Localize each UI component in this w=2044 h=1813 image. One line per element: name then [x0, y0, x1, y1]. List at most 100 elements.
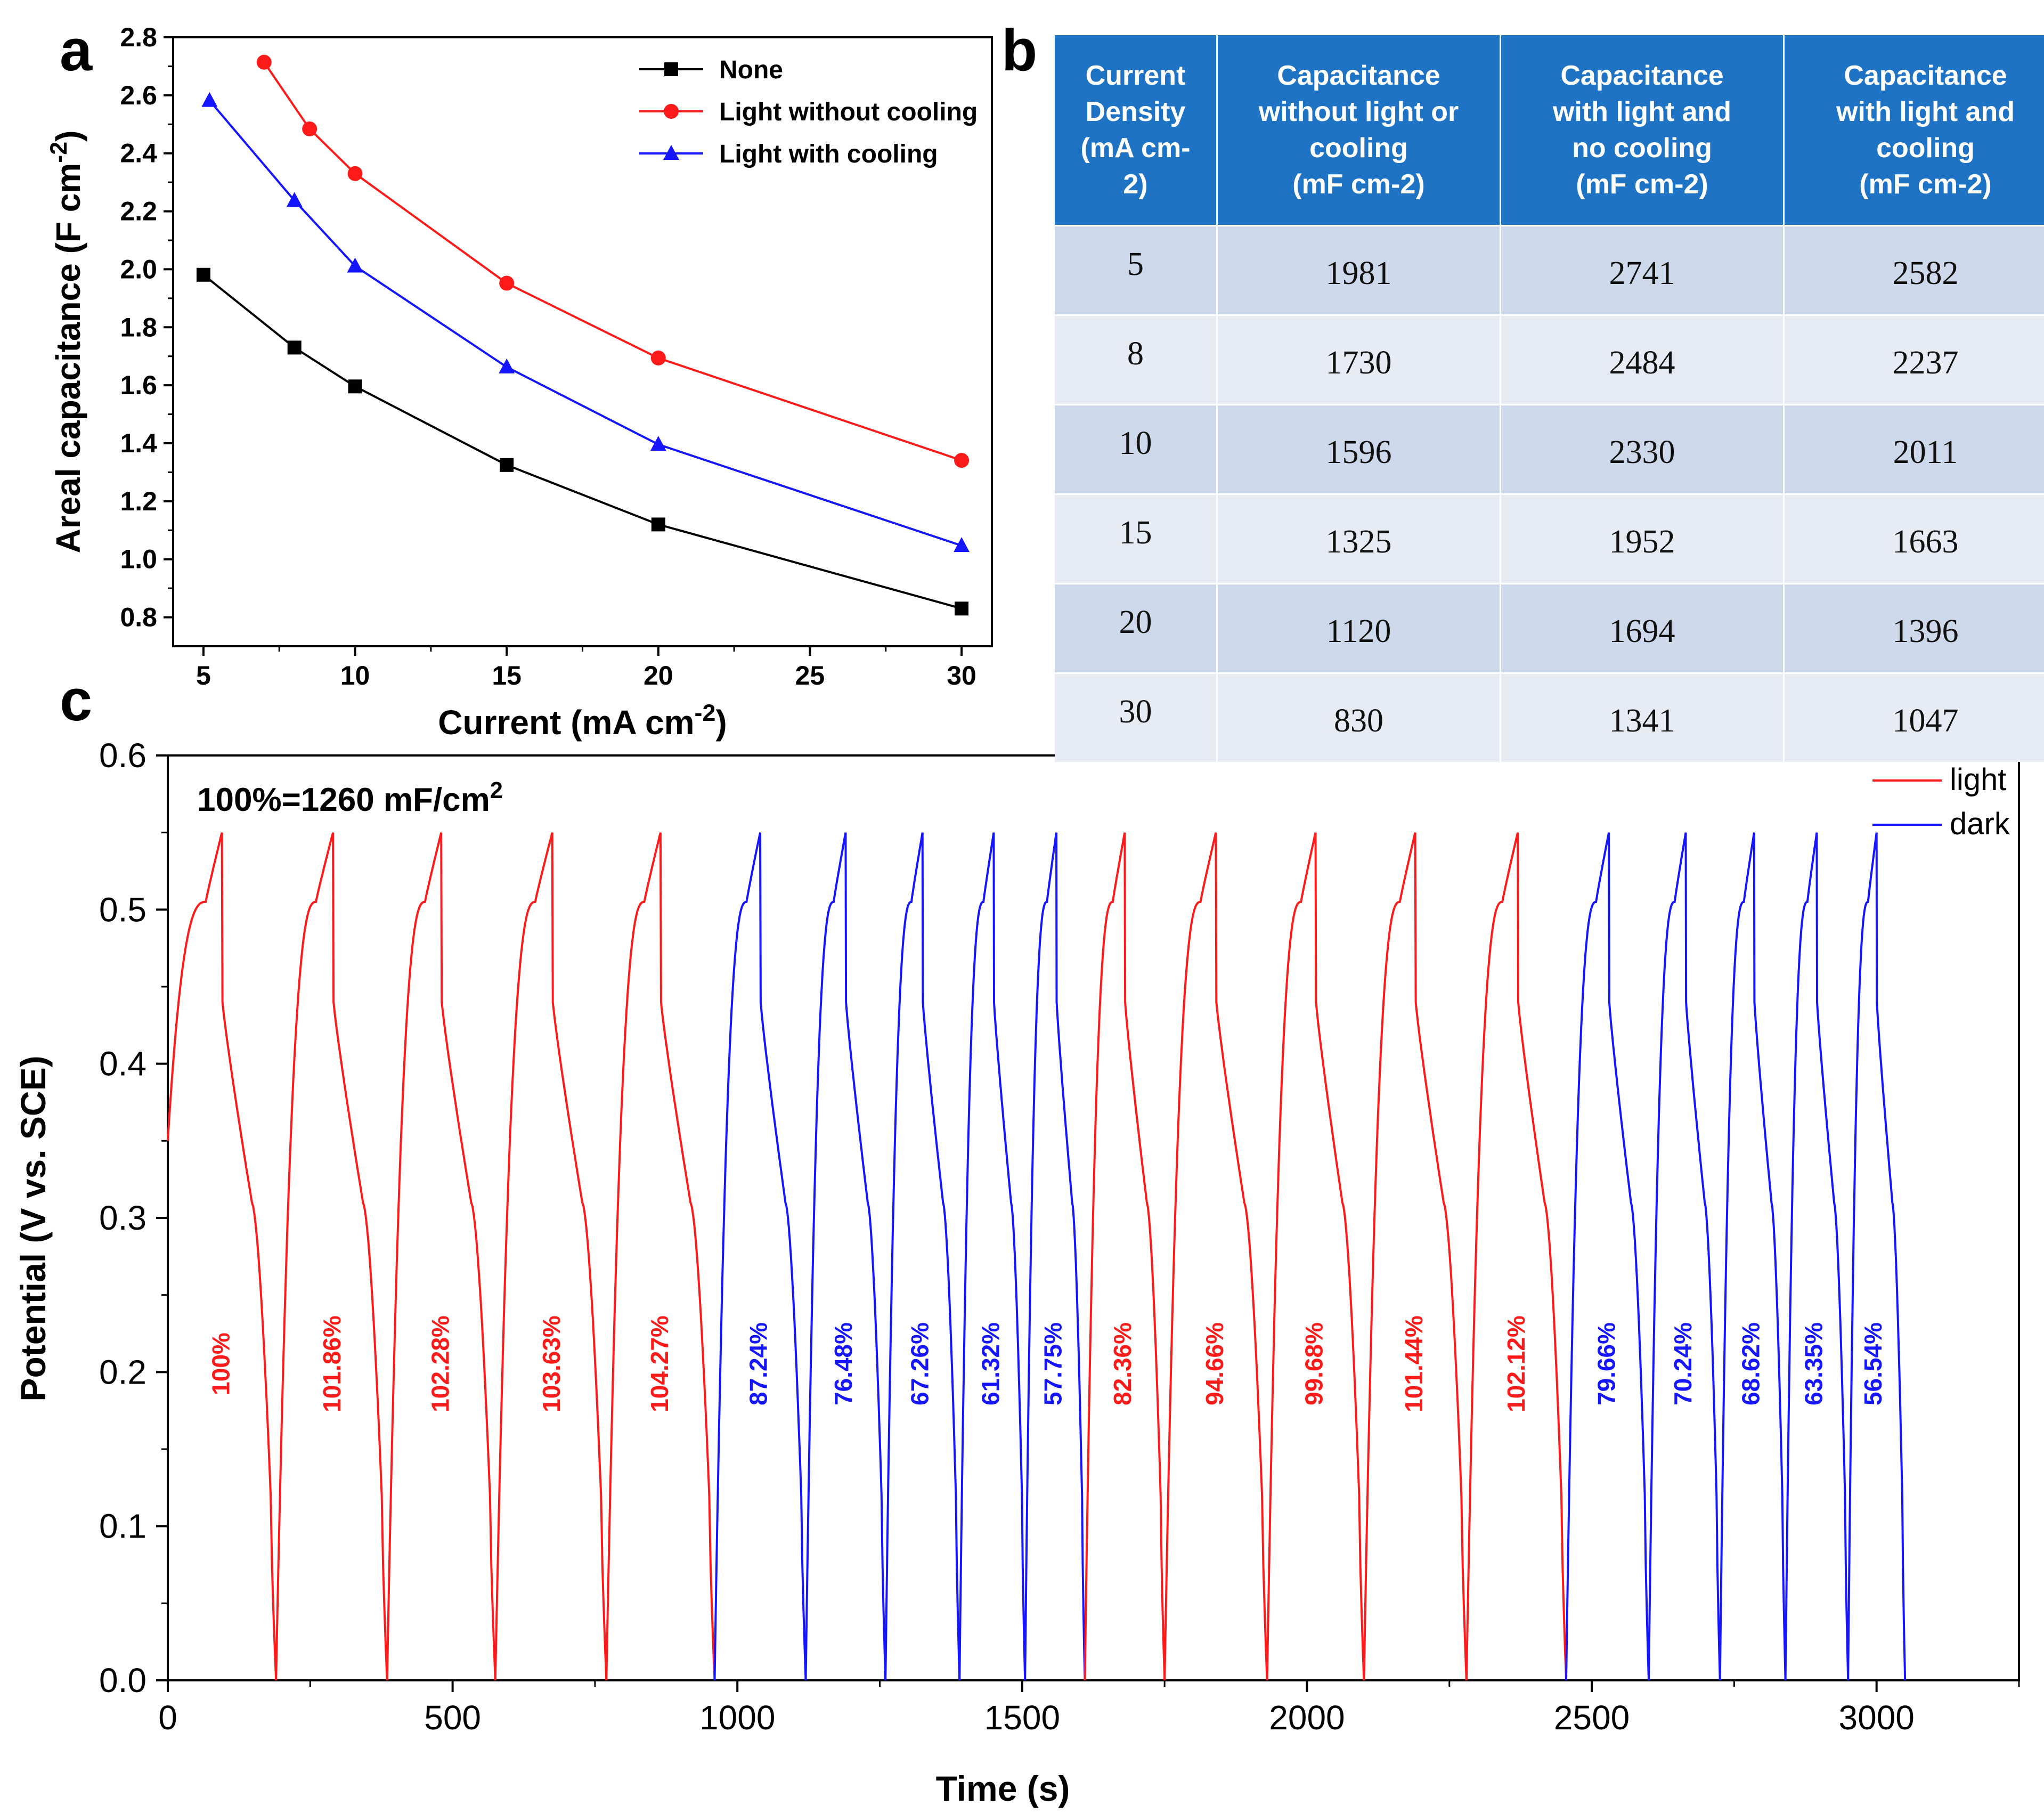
x-tick-label: 500 [424, 1698, 481, 1737]
table-header-line: with light and [1552, 96, 1732, 127]
y-axis-label-end: ) [49, 131, 87, 142]
table-header-line: (mF cm-2) [1859, 169, 1992, 200]
gcd-cycle: 102.28% [386, 832, 496, 1681]
y-axis-label: Areal capacitance (F cm-2) [45, 131, 87, 554]
legend-marker [664, 104, 679, 119]
table-cell: 2582 [1784, 225, 2044, 315]
table-cell: 1596 [1217, 404, 1501, 494]
table-cell: 830 [1217, 672, 1501, 762]
gcd-cycle: 70.24% [1648, 832, 1721, 1681]
series-none [196, 267, 969, 616]
table-cell: 1325 [1217, 493, 1501, 584]
data-point [347, 257, 363, 273]
table-row: 10 1596 2330 2011 [1055, 404, 2044, 494]
table-header-line: cooling [1876, 133, 1975, 164]
table-cell: 2741 [1500, 225, 1785, 315]
series-line [208, 100, 962, 547]
gcd-cycle: 63.35% [1784, 832, 1850, 1681]
legend-label: dark [1950, 807, 2010, 841]
gcd-curve [1163, 832, 1268, 1681]
table-row: 15 1325 1952 1663 [1055, 493, 2044, 584]
panel-label-b: b [1001, 18, 1038, 83]
table-header-line: Capacitance [1560, 60, 1724, 91]
x-tick-label: 25 [795, 661, 825, 690]
table-cell: 1663 [1784, 493, 2044, 584]
table-header-line: (mF cm-2) [1576, 169, 1708, 200]
table-header-cell: Capacitance with light and no cooling (mF c… [1500, 35, 1785, 226]
table-row: 30 830 1341 1047 [1055, 672, 2044, 762]
table-cell: 2484 [1500, 314, 1785, 405]
gcd-cycle: 68.62% [1719, 832, 1787, 1681]
data-point [201, 92, 218, 107]
table-row: 5 1981 2741 2582 [1055, 225, 2044, 315]
gcd-curve [1266, 832, 1365, 1681]
y-tick-label: 1.4 [120, 428, 157, 458]
data-point [347, 166, 363, 181]
data-point [348, 379, 362, 394]
table-header-line: (mA cm- [1080, 133, 1191, 164]
table-cell: 1396 [1784, 583, 2044, 673]
gcd-curve [386, 832, 496, 1681]
gcd-curve [1024, 832, 1086, 1681]
table-header-cell: Current Density (mA cm- 2) [1055, 35, 1218, 226]
retention-label: 82.36% [1109, 1322, 1136, 1405]
panel-label-c: c [60, 668, 93, 733]
series-line [202, 274, 962, 610]
x-tick-label: 5 [196, 661, 211, 690]
gcd-cycle: 101.86% [275, 832, 388, 1681]
data-point [955, 601, 969, 616]
table-header-cell: Capacitance with light and cooling (mF cm-2… [1784, 35, 2044, 226]
gcd-curve [1648, 832, 1721, 1681]
gcd-curve [605, 832, 716, 1681]
y-tick-label: 1.8 [120, 312, 157, 342]
table-header-line: Density [1085, 96, 1186, 127]
x-axis-label-sup: -2 [695, 700, 716, 726]
gcd-curve [1784, 832, 1850, 1681]
y-axis-label-sup: -2 [45, 142, 72, 163]
data-point [196, 267, 210, 282]
panel-label-a: a [60, 18, 93, 83]
y-tick-label: 0.2 [99, 1353, 146, 1391]
table-header-line: Current [1085, 60, 1186, 91]
table-row: 20 1120 1694 1396 [1055, 583, 2044, 673]
retention-label: 101.86% [318, 1315, 346, 1412]
retention-label: 87.24% [745, 1322, 772, 1405]
table-row: 8 1730 2484 2237 [1055, 314, 2044, 405]
chart-a: 5 10 15 20 25 30 0.8 1.0 1.2 1.4 1.6 1.8 2.0 2.2 2.4 2.… [45, 22, 993, 742]
gcd-cycle: 100% [167, 832, 278, 1681]
data-point [954, 537, 970, 552]
retention-label: 57.75% [1039, 1322, 1066, 1405]
legend-a: None Light without cooling Light with cool… [639, 56, 978, 168]
gcd-curve [1719, 832, 1787, 1681]
y-tick-label: 0.6 [99, 736, 146, 775]
retention-label: 76.48% [829, 1322, 857, 1405]
legend-marker [664, 62, 678, 76]
x-axis-label-end: ) [715, 703, 727, 742]
x-tick-label: 1000 [699, 1698, 775, 1737]
gcd-curve [1565, 832, 1650, 1681]
gcd-cycle: 57.75% [1024, 832, 1086, 1681]
retention-label: 61.32% [976, 1322, 1004, 1405]
y-tick-label: 0.0 [99, 1661, 146, 1700]
retention-label: 100% [207, 1332, 235, 1395]
gcd-cycle: 82.36% [1084, 832, 1166, 1681]
gcd-cycle: 104.27% [605, 832, 716, 1681]
annotation-sup: 2 [490, 778, 503, 803]
data-point [499, 358, 515, 373]
table-header-line: no cooling [1572, 133, 1712, 164]
data-point [500, 458, 514, 472]
annotation-text: 100%=1260 mF/cm [197, 782, 490, 818]
table-header-row: Current Density (mA cm- 2) Capacitance withou… [1055, 35, 2044, 226]
retention-label: 99.68% [1300, 1322, 1328, 1405]
y-tick-label: 1.0 [120, 544, 157, 574]
table-header-line: 2) [1123, 169, 1148, 200]
y-tick-label: 0.8 [120, 603, 157, 632]
data-point [650, 436, 666, 451]
y-tick-label: 2.2 [120, 197, 157, 226]
table-cell: 10 [1055, 404, 1218, 494]
legend-c: light dark [1872, 762, 2010, 841]
x-tick-label: 15 [492, 661, 522, 690]
y-tick-label: 0.4 [99, 1045, 146, 1083]
table-cell: 1341 [1500, 672, 1785, 762]
